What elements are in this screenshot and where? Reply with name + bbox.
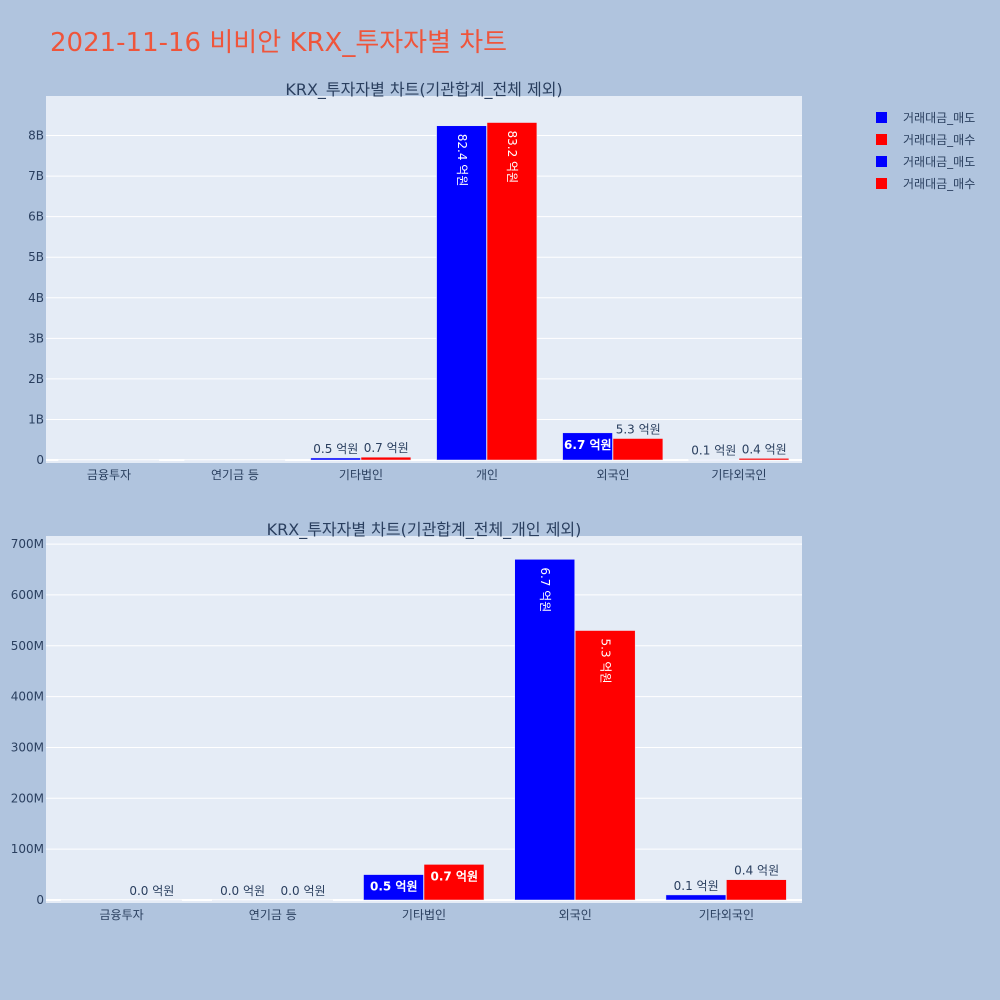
data-label: 5.3 억원 [616, 423, 661, 437]
x-tick-label: 외국인 [596, 468, 629, 482]
chart-1: 0 1B 2B 3B 4B 5B 6B 7B 8B KRX_투자자별 차트(기관합계_전체 제외)… [28, 80, 802, 482]
y-tick-label: 4B [28, 291, 44, 305]
bar [574, 630, 636, 901]
bar [60, 899, 122, 901]
chart-title: KRX_투자자별 차트(기관합계_전체 제외) [285, 80, 562, 100]
legend[interactable]: 거래대금_매도 거래대금_매수 거래대금_매도 거래대금_매수 [876, 106, 975, 194]
y-tick-label: 2B [28, 372, 44, 386]
x-tick-label: 외국인 [559, 908, 592, 922]
y-tick-label: 7B [28, 169, 44, 183]
bar [184, 459, 235, 461]
legend-label: 거래대금_매수 [903, 176, 976, 191]
plot-area [46, 536, 802, 903]
legend-item[interactable]: 거래대금_매도 [876, 106, 975, 128]
data-label: 0.0 억원 [220, 884, 265, 898]
y-tick-label: 400M [11, 690, 44, 704]
x-tick-label: 금융투자 [100, 908, 144, 922]
y-tick-label: 700M [11, 537, 44, 551]
bar [108, 459, 160, 461]
y-tick-label: 8B [28, 129, 44, 143]
legend-swatch [876, 177, 887, 189]
data-label: 0.0 억원 [281, 884, 326, 898]
x-tick-label: 기타외국인 [699, 908, 754, 922]
y-tick-label: 100M [11, 842, 44, 856]
bar [688, 459, 739, 461]
data-label: 0.5 억원 [313, 442, 358, 456]
y-tick-label: 300M [11, 740, 44, 754]
legend-label: 거래대금_매도 [903, 110, 976, 125]
bar [58, 459, 109, 461]
data-label: 5.3 억원 [598, 639, 612, 684]
bar [212, 899, 273, 901]
bar [360, 456, 412, 461]
bar [272, 899, 334, 901]
legend-label: 거래대금_매수 [903, 132, 976, 147]
bar [121, 899, 182, 901]
legend-item[interactable]: 거래대금_매도 [876, 150, 975, 172]
chart-2: 0 100M 200M 300M 400M 500M 600M 700M KRX_투자자별 차트… [11, 520, 802, 922]
bar [310, 457, 361, 461]
data-label: 0.4 억원 [742, 442, 787, 456]
data-label: 0.5 억원 [370, 880, 418, 894]
bar [436, 125, 487, 461]
legend-label: 거래대금_매도 [903, 154, 976, 169]
data-label: 83.2 억원 [505, 131, 519, 184]
x-tick-label: 금융투자 [87, 468, 131, 482]
data-label: 0.4 억원 [734, 864, 779, 878]
bar [665, 894, 727, 901]
y-tick-label: 0 [36, 893, 44, 907]
y-tick-label: 600M [11, 588, 44, 602]
y-tick-label: 5B [28, 250, 44, 264]
bar [234, 459, 286, 461]
bar [514, 559, 575, 901]
data-label: 0.7 억원 [430, 869, 478, 883]
legend-item[interactable]: 거래대금_매수 [876, 128, 975, 150]
legend-swatch [876, 155, 887, 167]
data-label: 82.4 억원 [455, 134, 469, 187]
x-tick-label: 연기금 등 [211, 468, 259, 482]
y-tick-label: 3B [28, 331, 44, 345]
x-tick-label: 개인 [476, 468, 498, 482]
bar [612, 438, 664, 461]
bar [738, 458, 790, 461]
bar [486, 122, 538, 461]
y-tick-label: 6B [28, 210, 44, 224]
data-label: 6.7 억원 [564, 438, 612, 452]
bar [562, 432, 613, 461]
data-label: 6.7 억원 [538, 567, 552, 612]
data-label: 0.0 억원 [129, 884, 174, 898]
legend-swatch [876, 133, 887, 145]
bar [423, 864, 485, 901]
y-tick-label: 200M [11, 791, 44, 805]
x-tick-label: 기타법인 [402, 908, 446, 922]
legend-item[interactable]: 거래대금_매수 [876, 172, 975, 194]
x-tick-label: 기타외국인 [711, 468, 766, 482]
data-label: 0.1 억원 [674, 879, 719, 893]
bar [726, 879, 787, 901]
data-label: 0.1 억원 [691, 444, 736, 458]
page-title: 2021-11-16 비비안 KRX_투자자별 차트 [50, 28, 508, 58]
bar [363, 874, 424, 901]
y-tick-label: 500M [11, 639, 44, 653]
y-tick-label: 1B [28, 412, 44, 426]
y-tick-label: 0 [36, 453, 44, 467]
chart-title: KRX_투자자별 차트(기관합계_전체_개인 제외) [267, 520, 582, 540]
plot-area [46, 96, 802, 463]
data-label: 0.7 억원 [364, 441, 409, 455]
x-tick-label: 기타법인 [339, 468, 383, 482]
legend-swatch [876, 111, 887, 123]
x-tick-label: 연기금 등 [249, 908, 297, 922]
